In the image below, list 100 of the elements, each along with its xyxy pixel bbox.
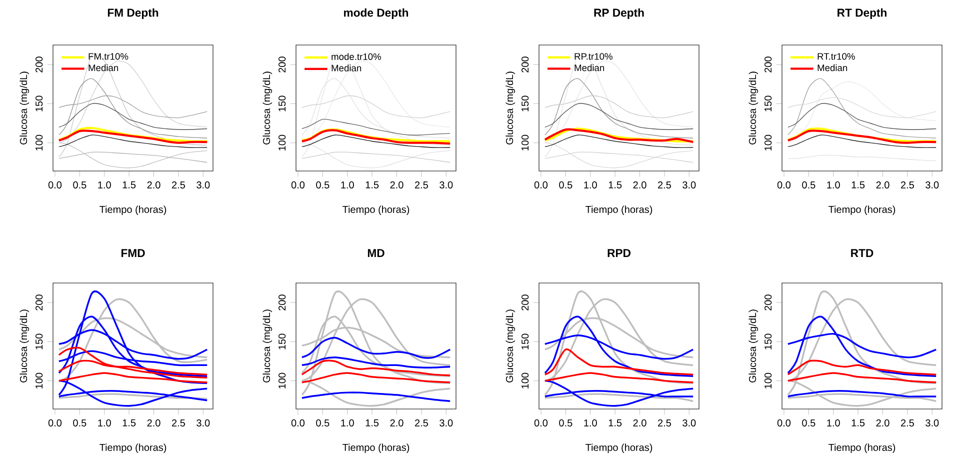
chart-title: RPD xyxy=(608,249,630,257)
x-tick-label: 2.5 xyxy=(658,419,671,426)
x-axis-title: Tiempo (horas) xyxy=(828,206,896,215)
x-tick-label: 1.5 xyxy=(608,181,622,188)
y-tick-label: 150 xyxy=(764,96,772,112)
y-tick-label: 100 xyxy=(36,134,43,150)
y-axis-title: Glucosa (mg/dL) xyxy=(748,72,758,144)
x-tick-label: 2.5 xyxy=(900,181,914,188)
legend-label: Median xyxy=(574,64,604,72)
x-tick-label: 2.0 xyxy=(147,181,160,188)
x-tick-label: 0.0 xyxy=(534,419,548,426)
y-tick-label: 100 xyxy=(36,372,43,388)
x-tick-label: 3.0 xyxy=(926,419,939,426)
x-tick-label: 1.5 xyxy=(366,181,379,188)
y-tick-label: 150 xyxy=(36,334,43,350)
y-tick-label: 100 xyxy=(278,134,286,150)
x-tick-label: 3.0 xyxy=(682,181,696,188)
x-tick-label: 1.0 xyxy=(584,181,597,188)
legend-label: RT.tr10% xyxy=(818,53,855,60)
y-tick-label: 150 xyxy=(278,334,286,350)
x-tick-label: 2.0 xyxy=(633,419,646,426)
x-tick-label: 3.0 xyxy=(926,181,939,188)
y-tick-label: 200 xyxy=(522,56,529,72)
x-tick-label: 2.5 xyxy=(172,419,185,426)
x-tick-label: 0.0 xyxy=(48,181,62,188)
legend-label: Median xyxy=(818,64,848,72)
x-tick-label: 2.5 xyxy=(658,181,671,188)
y-tick-label: 200 xyxy=(522,294,529,310)
y-axis-title: Glucosa (mg/dL) xyxy=(262,72,272,144)
chart-title: FM Depth xyxy=(108,8,158,19)
x-tick-label: 3.0 xyxy=(196,181,210,188)
x-tick-label: 1.0 xyxy=(827,181,840,188)
x-axis-title: Tiempo (horas) xyxy=(100,444,166,453)
y-axis-title: Glucosa (mg/dL) xyxy=(506,310,516,382)
x-tick-label: 0.0 xyxy=(291,419,305,426)
y-axis-title: Glucosa (mg/dL) xyxy=(20,310,30,382)
chart-title: MD xyxy=(368,249,384,257)
x-tick-label: 0.5 xyxy=(802,181,816,188)
x-axis-title: Tiempo (horas) xyxy=(342,206,410,215)
x-tick-label: 3.0 xyxy=(682,419,696,426)
y-axis-title: Glucosa (mg/dL) xyxy=(748,310,758,382)
x-tick-label: 0.0 xyxy=(777,419,791,426)
x-tick-label: 1.5 xyxy=(852,181,865,188)
legend-label: RP.tr10% xyxy=(574,53,612,60)
chart-title: FMD xyxy=(121,249,145,257)
x-tick-label: 0.0 xyxy=(48,419,62,426)
legend-label: Median xyxy=(88,64,118,72)
y-axis-title: Glucosa (mg/dL) xyxy=(262,310,272,382)
x-tick-label: 0.5 xyxy=(73,181,86,188)
x-tick-label: 1.5 xyxy=(122,181,136,188)
x-axis-title: Tiempo (horas) xyxy=(586,444,652,453)
x-tick-label: 2.5 xyxy=(900,419,914,426)
y-tick-label: 200 xyxy=(36,56,43,72)
x-tick-label: 2.0 xyxy=(876,181,890,188)
x-tick-label: 2.0 xyxy=(876,419,890,426)
x-tick-label: 1.5 xyxy=(608,419,622,426)
x-tick-label: 1.5 xyxy=(122,419,136,426)
y-tick-label: 200 xyxy=(278,56,286,72)
y-tick-label: 200 xyxy=(278,294,286,310)
y-tick-label: 100 xyxy=(764,372,772,388)
y-tick-label: 150 xyxy=(764,334,772,350)
x-tick-label: 1.0 xyxy=(341,419,354,426)
y-tick-label: 200 xyxy=(764,56,772,72)
y-tick-label: 200 xyxy=(36,294,43,310)
x-tick-label: 1.5 xyxy=(366,419,379,426)
x-tick-label: 1.0 xyxy=(98,181,111,188)
x-tick-label: 2.0 xyxy=(390,419,404,426)
y-tick-label: 100 xyxy=(278,372,286,388)
y-tick-label: 150 xyxy=(36,96,43,112)
chart-title: mode Depth xyxy=(344,8,408,19)
x-tick-label: 3.0 xyxy=(440,419,453,426)
x-axis-title: Tiempo (horas) xyxy=(100,206,166,215)
y-tick-label: 150 xyxy=(522,334,529,350)
x-tick-label: 0.0 xyxy=(534,181,548,188)
x-tick-label: 0.5 xyxy=(316,419,330,426)
x-tick-label: 2.5 xyxy=(414,181,428,188)
x-tick-label: 2.0 xyxy=(390,181,404,188)
y-tick-label: 100 xyxy=(522,372,529,388)
x-tick-label: 3.0 xyxy=(196,419,210,426)
y-axis-title: Glucosa (mg/dL) xyxy=(20,72,30,144)
x-tick-label: 2.5 xyxy=(414,419,428,426)
x-tick-label: 0.5 xyxy=(559,419,572,426)
y-tick-label: 100 xyxy=(522,134,529,150)
x-tick-label: 2.5 xyxy=(172,181,185,188)
x-axis-title: Tiempo (horas) xyxy=(828,444,896,453)
x-axis-title: Tiempo (horas) xyxy=(342,444,410,453)
chart-title: RTD xyxy=(851,249,874,257)
x-tick-label: 0.5 xyxy=(802,419,816,426)
x-tick-label: 1.0 xyxy=(584,419,597,426)
y-tick-label: 150 xyxy=(278,96,286,112)
x-tick-label: 0.5 xyxy=(559,181,572,188)
x-tick-label: 0.0 xyxy=(777,181,791,188)
x-tick-label: 0.0 xyxy=(291,181,305,188)
y-tick-label: 200 xyxy=(764,294,772,310)
x-tick-label: 0.5 xyxy=(316,181,330,188)
chart-title: RP Depth xyxy=(594,8,644,19)
x-tick-label: 1.5 xyxy=(852,419,865,426)
x-tick-label: 1.0 xyxy=(341,181,354,188)
x-tick-label: 1.0 xyxy=(98,419,111,426)
x-tick-label: 2.0 xyxy=(147,419,160,426)
